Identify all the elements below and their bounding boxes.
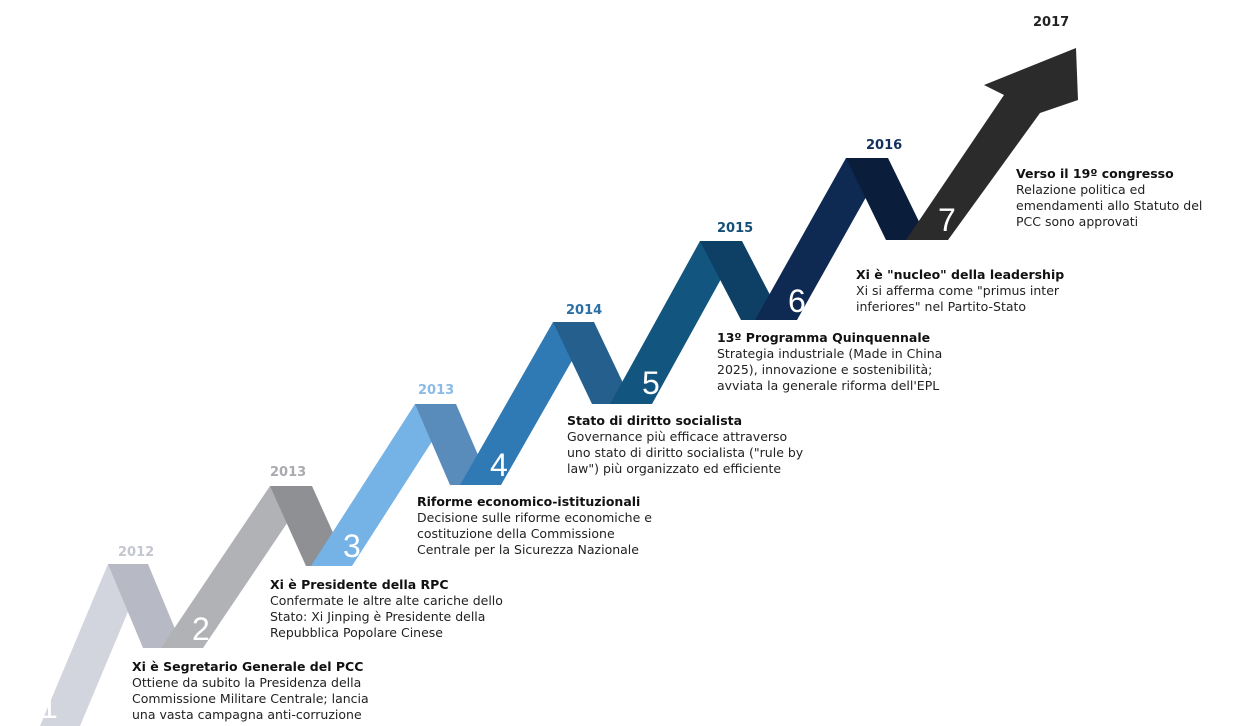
year-label-6: 2016 bbox=[866, 138, 902, 153]
year-label-3: 2013 bbox=[418, 383, 454, 398]
step-title-4: Stato di diritto socialista bbox=[567, 413, 743, 428]
step-text-5-line-3: avviata la generale riforma dell'EPL bbox=[717, 378, 940, 393]
step-title-2: Xi è Presidente della RPC bbox=[270, 577, 449, 592]
step-text-6-line-1: Xi si afferma come "primus inter bbox=[856, 283, 1060, 298]
step-desc-6: Xi è "nucleo" della leadership Xi si aff… bbox=[856, 267, 1064, 315]
step-text-4-line-1: Governance più efficace attraverso bbox=[567, 429, 788, 444]
segment-6: 6 2016 bbox=[755, 138, 928, 320]
step-text-5-line-1: Strategia industriale (Made in China bbox=[717, 346, 943, 361]
year-label-2: 2013 bbox=[270, 465, 306, 480]
ribbon-rise-6 bbox=[755, 158, 888, 320]
step-text-4-line-2: uno stato di diritto socialista ("rule b… bbox=[567, 445, 804, 460]
ribbon-rise-5 bbox=[610, 241, 742, 404]
step-title-1: Xi è Segretario Generale del PCC bbox=[132, 659, 364, 674]
segment-1: 1 2012 bbox=[40, 545, 183, 726]
step-desc-3: Riforme economico-istituzionali Decision… bbox=[417, 494, 652, 558]
ribbon-rise-4 bbox=[460, 322, 594, 485]
step-desc-1: Xi è Segretario Generale del PCC Ottiene… bbox=[132, 659, 369, 723]
step-title-6: Xi è "nucleo" della leadership bbox=[856, 267, 1065, 282]
ribbon-fold-4 bbox=[553, 322, 633, 404]
segment-4: 4 2014 bbox=[460, 303, 633, 485]
step-number-5: 5 bbox=[642, 365, 660, 401]
step-title-5: 13º Programma Quinquennale bbox=[717, 330, 931, 345]
ribbon-fold-1 bbox=[108, 564, 183, 648]
step-title-3: Riforme economico-istituzionali bbox=[417, 494, 641, 509]
ribbon-fold-5 bbox=[700, 241, 783, 320]
step-text-2-line-1: Confermate le altre alte cariche dello bbox=[270, 593, 503, 608]
year-label-5: 2015 bbox=[717, 221, 753, 236]
step-text-1-line-1: Ottiene da subito la Presidenza della bbox=[132, 675, 362, 690]
step-desc-5: 13º Programma Quinquennale Strategia ind… bbox=[717, 330, 942, 394]
step-text-7-line-2: emendamenti allo Statuto del bbox=[1016, 198, 1203, 213]
segment-5: 5 2015 bbox=[610, 221, 783, 404]
step-desc-7: Verso il 19º congresso Relazione politic… bbox=[1016, 166, 1202, 230]
ribbon-rise-3 bbox=[311, 404, 456, 566]
ribbon-rise-1 bbox=[40, 564, 148, 726]
step-text-3-line-3: Centrale per la Sicurezza Nazionale bbox=[417, 542, 639, 557]
year-label-4: 2014 bbox=[566, 303, 602, 318]
step-text-5-line-2: 2025), innovazione e sostenibilità; bbox=[717, 362, 933, 377]
step-text-6-line-2: inferiores" nel Partito-Stato bbox=[856, 299, 1027, 314]
step-text-3-line-1: Decisione sulle riforme economiche e bbox=[417, 510, 652, 525]
step-text-2-line-2: Stato: Xi Jinping è Presidente della bbox=[270, 609, 486, 624]
year-label-1: 2012 bbox=[118, 545, 154, 560]
step-text-1-line-2: Commissione Militare Centrale; lancia bbox=[132, 691, 369, 706]
step-title-7: Verso il 19º congresso bbox=[1016, 166, 1174, 181]
year-label-7: 2017 bbox=[1033, 15, 1069, 30]
step-number-4: 4 bbox=[490, 447, 508, 483]
step-text-7-line-3: PCC sono approvati bbox=[1016, 214, 1139, 229]
step-desc-2: Xi è Presidente della RPC Confermate le … bbox=[270, 577, 503, 641]
step-text-4-line-3: law") più organizzato ed efficiente bbox=[567, 461, 782, 476]
ribbon-rise-2 bbox=[161, 486, 312, 648]
step-number-2: 2 bbox=[192, 611, 210, 647]
ribbon-arrow-7 bbox=[906, 48, 1078, 240]
ribbon-fold-6 bbox=[846, 158, 928, 240]
step-text-1-line-3: una vasta campagna anti-corruzione bbox=[132, 707, 362, 722]
segment-7: 7 2017 bbox=[906, 15, 1078, 240]
step-number-1: 1 bbox=[40, 689, 58, 725]
step-number-6: 6 bbox=[788, 283, 806, 319]
step-number-7: 7 bbox=[938, 202, 956, 238]
step-text-2-line-3: Repubblica Popolare Cinese bbox=[270, 625, 443, 640]
step-text-7-line-1: Relazione politica ed bbox=[1016, 182, 1146, 197]
step-desc-4: Stato di diritto socialista Governance p… bbox=[567, 413, 803, 477]
step-text-3-line-2: costituzione della Commissione bbox=[417, 526, 615, 541]
step-number-3: 3 bbox=[343, 528, 361, 564]
